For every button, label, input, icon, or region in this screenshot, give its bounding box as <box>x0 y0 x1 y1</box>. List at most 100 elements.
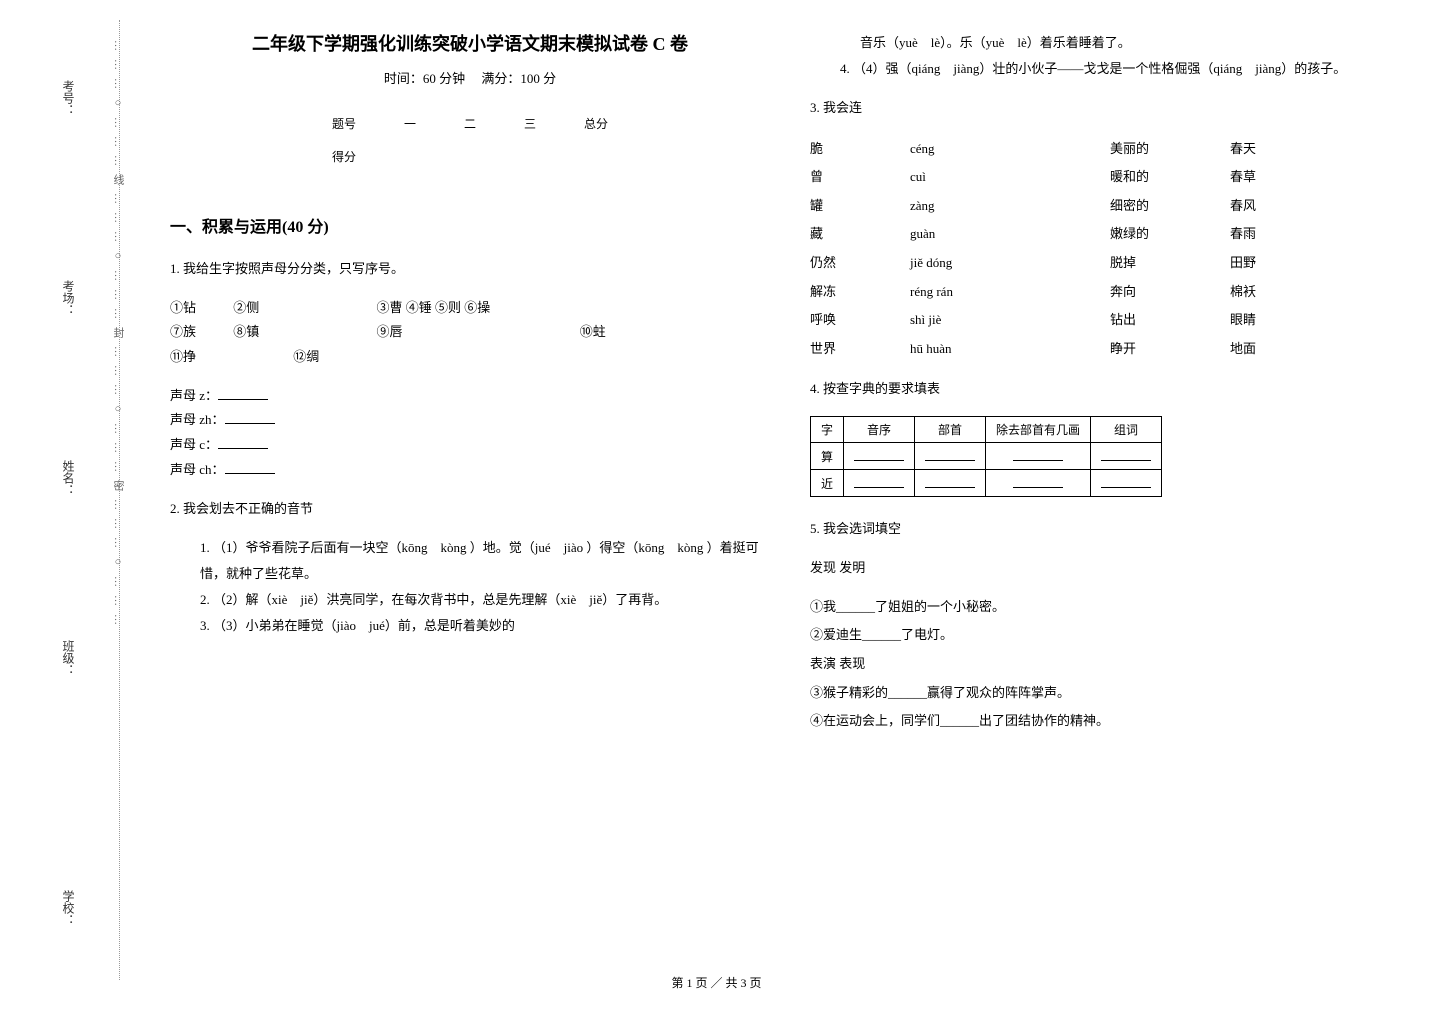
blank-cell <box>915 470 986 497</box>
q3-w1: 曾 <box>810 163 910 192</box>
q3-w4: 仍然 <box>810 249 910 278</box>
q3-w0: 脆 <box>810 135 910 164</box>
q3-a2: 细密的 <box>1110 192 1230 221</box>
blank <box>1013 474 1063 488</box>
binding-label-name: 姓名： <box>60 460 77 496</box>
binding-seal-line: ………○………线………○………封………○………密………○……… <box>110 40 126 633</box>
q5-s4: ④在运动会上，同学们______出了团结协作的精神。 <box>810 709 1410 734</box>
q4-stem: 4. 按查字典的要求填表 <box>810 377 1410 402</box>
q4-h3: 除去部首有几画 <box>986 417 1091 443</box>
q2-sub3: 3. （3）小弟弟在睡觉（jiào jué）前，总是听着美妙的 <box>170 613 770 639</box>
q4-r1: 近 <box>811 470 844 497</box>
right-column: 音乐（yuè lè）。乐（yuè lè）着乐着睡着了。 4. （4）强（qián… <box>810 30 1410 738</box>
q2-sub1: 1. （1）爷爷看院子后面有一块空（kōng kòng ）地。觉（jué jià… <box>170 535 770 587</box>
q3-stem: 3. 我会连 <box>810 96 1410 121</box>
q3-w6: 呼唤 <box>810 306 910 335</box>
score-cell-1 <box>380 140 440 173</box>
q1-answer-lines: 声母 z： 声母 zh： 声母 c： 声母 ch： <box>170 384 770 483</box>
q3-p0: céng <box>910 135 1110 164</box>
left-column: 二年级下学期强化训练突破小学语文期末模拟试卷 C 卷 时间：60 分钟 满分：1… <box>170 30 770 738</box>
q4-h1: 音序 <box>844 417 915 443</box>
q5-group1: 发现 发明 <box>810 556 1410 581</box>
q3-p5: réng rán <box>910 278 1110 307</box>
q4-r0: 算 <box>811 443 844 470</box>
score-header-1: 一 <box>380 107 440 140</box>
score-row-label: 得分 <box>308 140 380 173</box>
score-header-3: 三 <box>500 107 560 140</box>
q2-sub3b: 音乐（yuè lè）。乐（yuè lè）着乐着睡着了。 <box>810 30 1410 56</box>
q1-item-4: ④锤 <box>406 300 432 315</box>
exam-subtitle: 时间：60 分钟 满分：100 分 <box>170 68 770 87</box>
q3-b2: 春风 <box>1230 192 1310 221</box>
blank-cell <box>1091 443 1162 470</box>
blank-cell <box>1091 470 1162 497</box>
blank <box>854 474 904 488</box>
q3-a5: 奔向 <box>1110 278 1230 307</box>
q2-sub4: 4. （4）强（qiáng jiàng）壮的小伙子——戈戈是一个性格倔强（qiá… <box>810 56 1410 82</box>
q3-a4: 脱掉 <box>1110 249 1230 278</box>
blank <box>218 386 268 400</box>
blank <box>925 474 975 488</box>
blank <box>854 447 904 461</box>
blank <box>925 447 975 461</box>
q4-h4: 组词 <box>1091 417 1162 443</box>
q1-item-7: ⑦族 <box>170 320 230 345</box>
q1-item-9: ⑨唇 <box>377 320 577 345</box>
q1-line-zh: 声母 zh： <box>170 412 225 427</box>
q3-b7: 地面 <box>1230 335 1310 364</box>
blank <box>225 410 275 424</box>
q5-group2: 表演 表现 <box>810 652 1410 677</box>
binding-label-class: 班级： <box>60 640 77 676</box>
q1-item-2: ②侧 <box>233 296 373 321</box>
q3-w2: 罐 <box>810 192 910 221</box>
blank <box>1101 447 1151 461</box>
q3-b3: 春雨 <box>1230 220 1310 249</box>
q3-p3: guàn <box>910 220 1110 249</box>
q3-a1: 暖和的 <box>1110 163 1230 192</box>
q1-item-1: ①钻 <box>170 296 230 321</box>
q5-s3: ③猴子精彩的______赢得了观众的阵阵掌声。 <box>810 681 1410 706</box>
score-cell-total <box>560 140 632 173</box>
q5-s1: ①我______了姐姐的一个小秘密。 <box>810 595 1410 620</box>
time-limit: 时间：60 分钟 <box>384 71 465 86</box>
q1-item-8: ⑧镇 <box>233 320 373 345</box>
binding-margin: 考号： 考场： 姓名： 班级： 学校： ………○………线………○………封………○… <box>20 20 120 980</box>
q5-stem: 5. 我会选词填空 <box>810 517 1410 542</box>
section-1-header: 一、积累与运用(40 分) <box>170 213 770 237</box>
q3-w5: 解冻 <box>810 278 910 307</box>
q3-p4: jiě dóng <box>910 249 1110 278</box>
q3-p6: shì jiè <box>910 306 1110 335</box>
page-footer: 第 1 页 ／ 共 3 页 <box>0 974 1433 991</box>
page-content: 二年级下学期强化训练突破小学语文期末模拟试卷 C 卷 时间：60 分钟 满分：1… <box>170 30 1410 738</box>
exam-title: 二年级下学期强化训练突破小学语文期末模拟试卷 C 卷 <box>170 30 770 56</box>
blank <box>1101 474 1151 488</box>
q3-p2: zàng <box>910 192 1110 221</box>
q3-b1: 春草 <box>1230 163 1310 192</box>
score-header-label: 题号 <box>308 107 380 140</box>
score-cell-3 <box>500 140 560 173</box>
q4-h0: 字 <box>811 417 844 443</box>
q4-table: 字 音序 部首 除去部首有几画 组词 算 近 <box>810 416 1162 497</box>
blank <box>218 435 268 449</box>
q1-item-3: ③曹 <box>377 300 403 315</box>
binding-label-room: 考场： <box>60 280 77 316</box>
blank-cell <box>986 443 1091 470</box>
q3-a0: 美丽的 <box>1110 135 1230 164</box>
blank <box>225 460 275 474</box>
q1-items: ①钻 ②侧 ③曹 ④锤 ⑤则 ⑥操 ⑦族 ⑧镇 ⑨唇 ⑩蛀 ⑪挣 ⑫绸 <box>170 296 770 370</box>
q1-item-10: ⑩蛀 <box>580 324 606 339</box>
blank-cell <box>915 443 986 470</box>
q4-h2: 部首 <box>915 417 986 443</box>
q3-w7: 世界 <box>810 335 910 364</box>
q1-line-c: 声母 c： <box>170 437 218 452</box>
q2-sub2: 2. （2）解（xiè jiě）洪亮同学，在每次背书中，总是先理解（xiè ji… <box>170 587 770 613</box>
q1-line-z: 声母 z： <box>170 388 218 403</box>
q3-b0: 春天 <box>1230 135 1310 164</box>
blank-cell <box>986 470 1091 497</box>
blank-cell <box>844 443 915 470</box>
q2-stem: 2. 我会划去不正确的音节 <box>170 497 770 522</box>
q1-item-5: ⑤则 <box>435 300 461 315</box>
q1-item-11: ⑪挣 <box>170 345 290 370</box>
q3-b5: 棉袄 <box>1230 278 1310 307</box>
q5-s2: ②爱迪生______了电灯。 <box>810 623 1410 648</box>
